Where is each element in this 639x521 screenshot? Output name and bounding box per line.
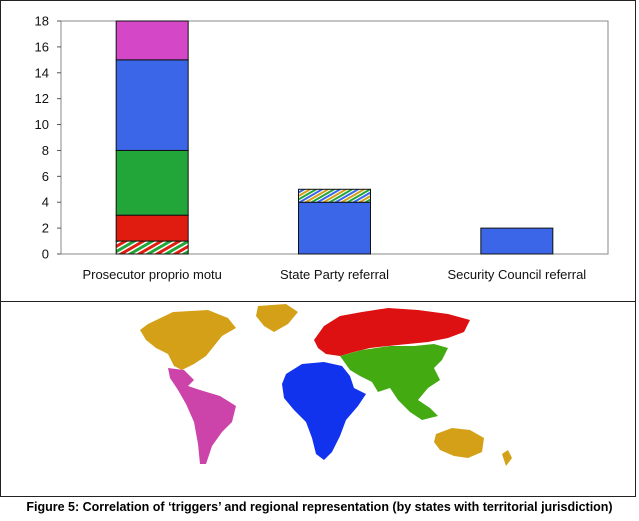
world-map bbox=[140, 304, 512, 466]
y-tick-label: 18 bbox=[35, 14, 49, 29]
y-tick-label: 16 bbox=[35, 39, 49, 54]
y-tick-label: 6 bbox=[42, 169, 49, 184]
north-america-region bbox=[140, 310, 236, 370]
bar-segment bbox=[115, 240, 189, 255]
y-tick-label: 0 bbox=[42, 247, 49, 262]
bar-segment bbox=[298, 188, 371, 203]
y-tick-label: 12 bbox=[35, 91, 49, 106]
category-label: Prosecutor proprio motu bbox=[82, 267, 221, 282]
y-tick-label: 8 bbox=[42, 143, 49, 158]
y-tick-label: 10 bbox=[35, 117, 49, 132]
bar-segment bbox=[115, 59, 189, 151]
category-label: State Party referral bbox=[280, 267, 389, 282]
new-zealand-region bbox=[502, 450, 512, 466]
bar-segment bbox=[298, 201, 371, 255]
latin-america-region bbox=[168, 368, 236, 464]
bar-segment bbox=[115, 214, 189, 242]
stacked-bar-chart: 0 2 4 6 8 10 12 14 16 18 Prosecutor proprio motu S… bbox=[35, 14, 609, 282]
category-label: Security Council referral bbox=[447, 267, 586, 282]
figure-frame bbox=[0, 0, 636, 497]
africa-region bbox=[282, 362, 366, 460]
y-axis: 0 2 4 6 8 10 12 14 16 18 bbox=[35, 14, 61, 262]
bar-segment bbox=[115, 20, 189, 61]
y-tick-label: 2 bbox=[42, 221, 49, 236]
y-tick-label: 14 bbox=[35, 65, 49, 80]
bar-segment bbox=[115, 149, 189, 216]
bars bbox=[115, 20, 554, 255]
greenland-region bbox=[256, 304, 298, 332]
asia-region bbox=[340, 344, 448, 420]
panel-divider bbox=[0, 301, 636, 302]
figure-caption: Figure 5: Correlation of ‘triggers’ and … bbox=[26, 500, 613, 514]
y-tick-label: 4 bbox=[42, 195, 49, 210]
oceania-region bbox=[434, 428, 484, 458]
x-axis-labels: Prosecutor proprio motu State Party refer… bbox=[82, 267, 586, 282]
bar-segment bbox=[480, 227, 554, 255]
europe-russia-region bbox=[314, 308, 470, 356]
